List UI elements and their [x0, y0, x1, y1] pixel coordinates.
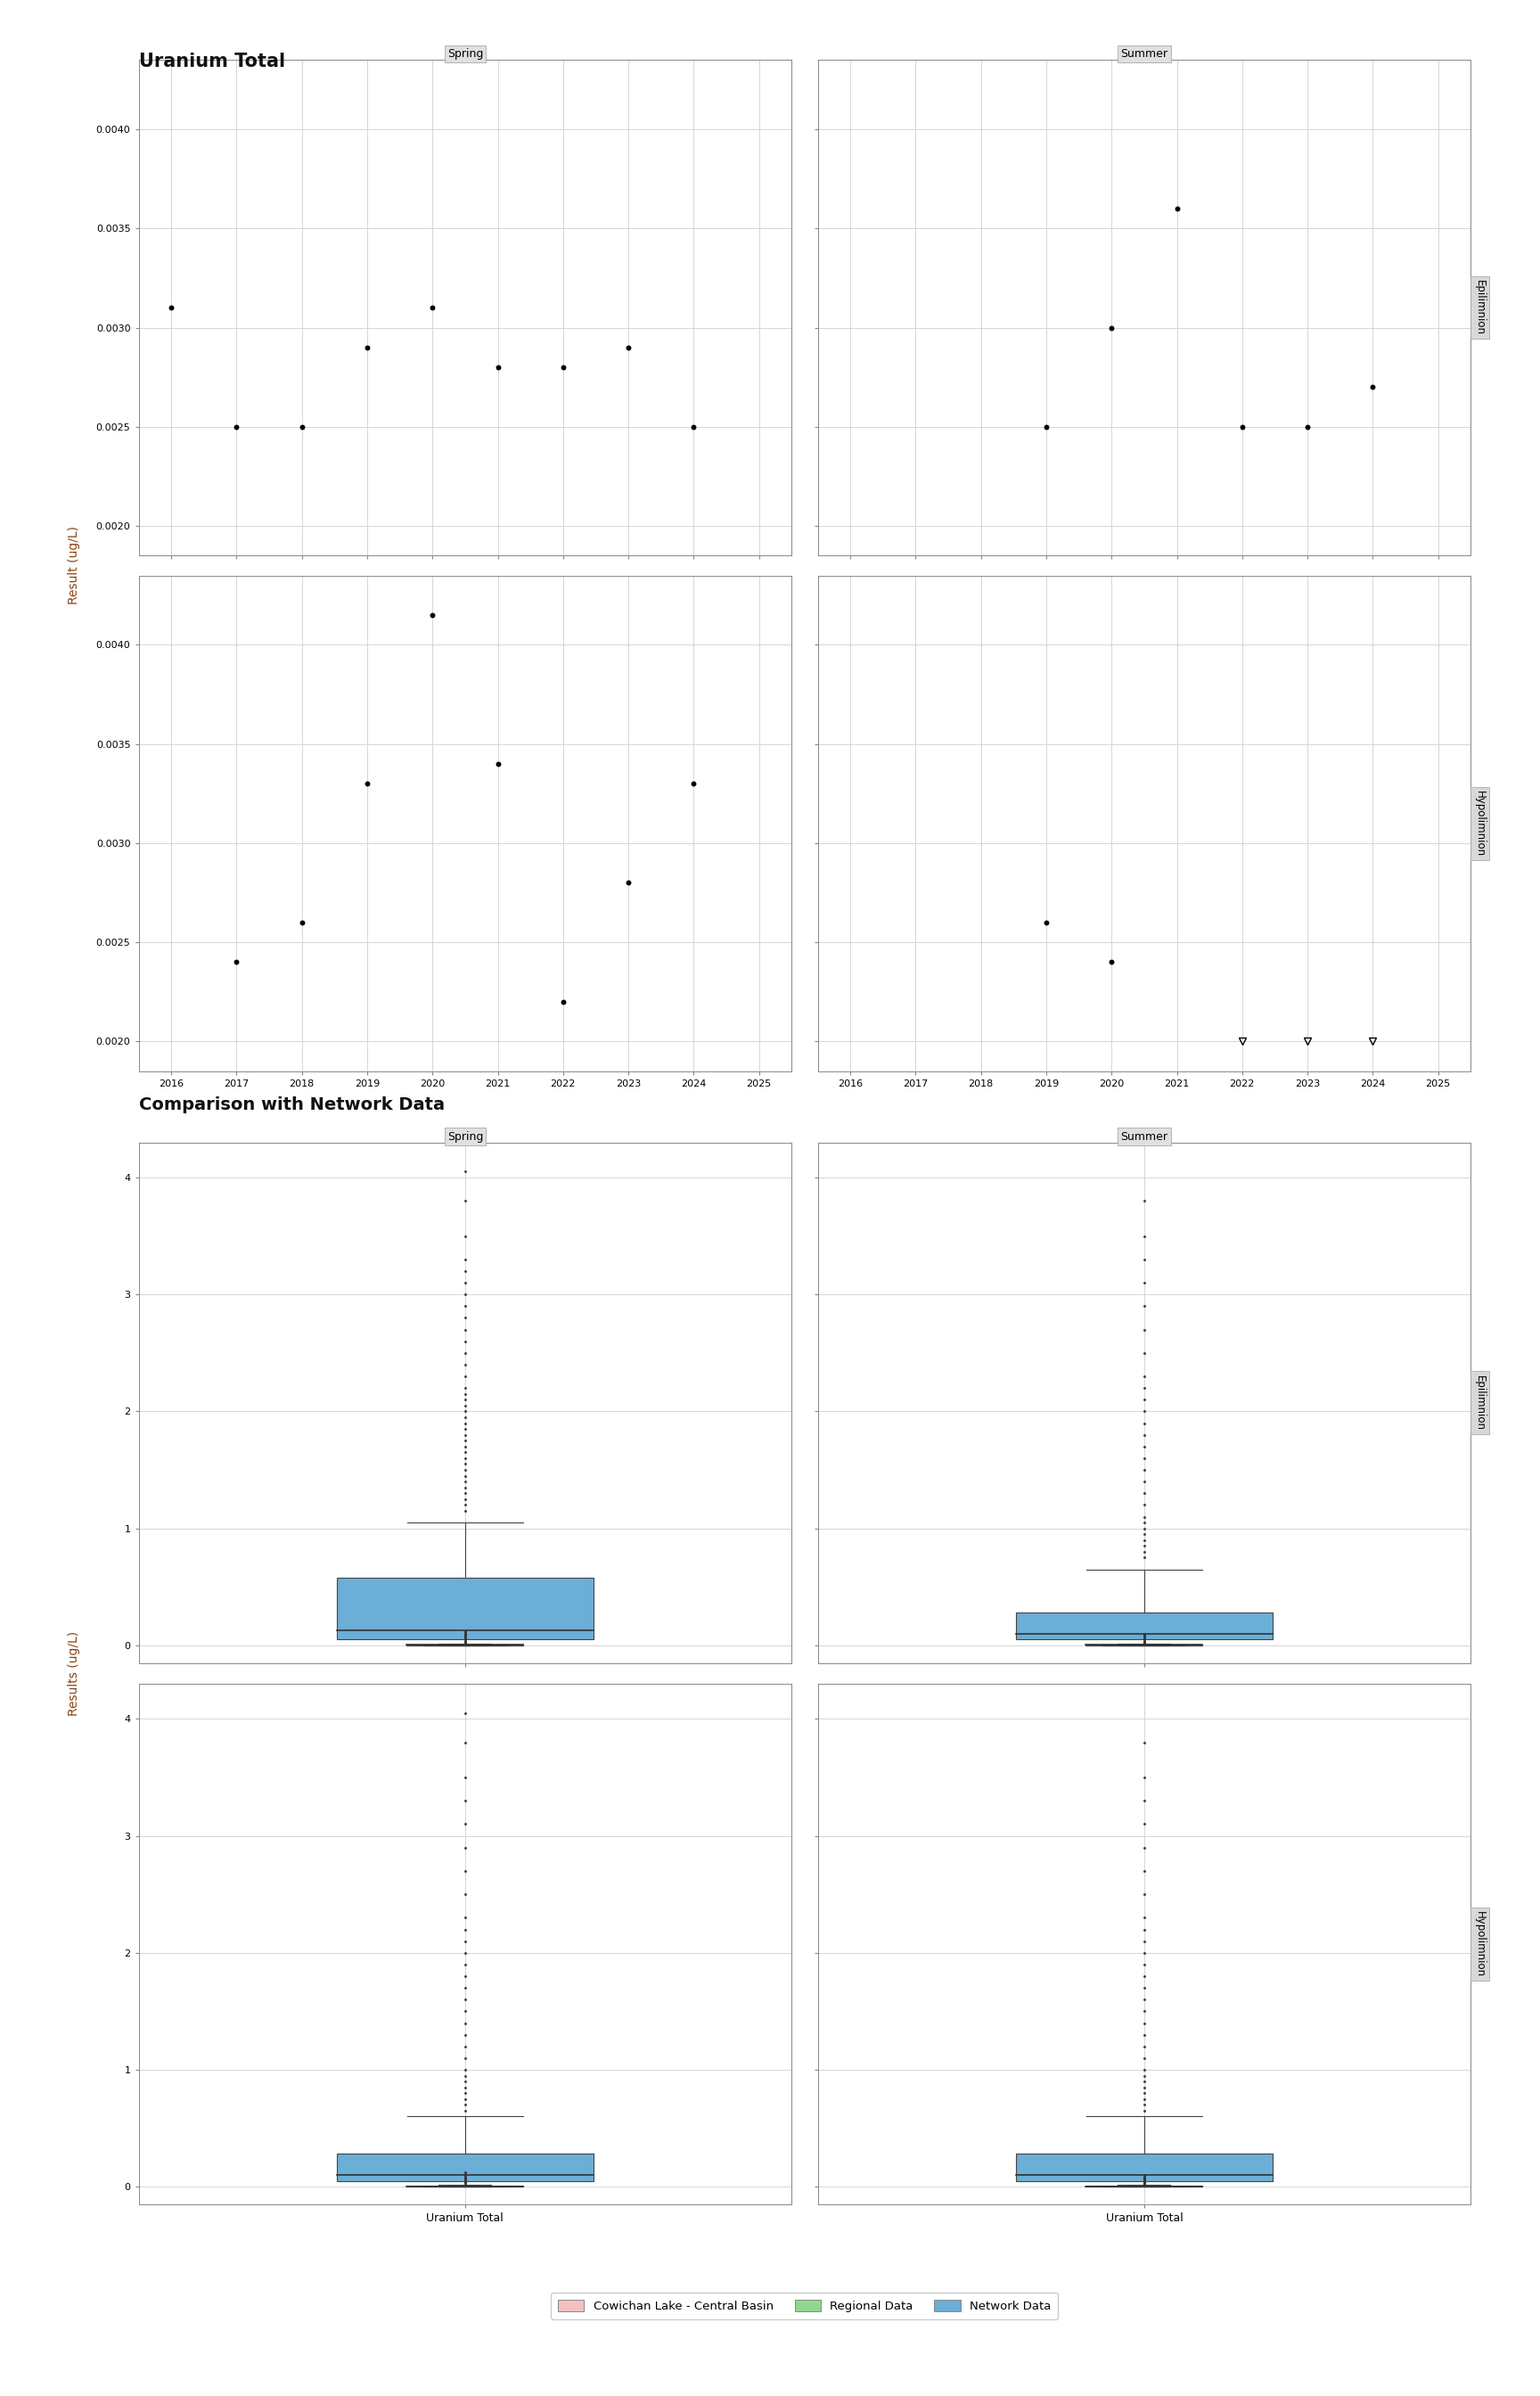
Point [1295, 407, 1320, 446]
Point [1164, 189, 1189, 228]
Bar [1016, 1613, 1272, 1639]
Bar [1016, 2154, 1272, 2180]
Point [354, 764, 379, 803]
Title: Summer: Summer [1121, 48, 1167, 60]
Point [681, 764, 705, 803]
Bar [337, 2154, 593, 2180]
Point [159, 288, 183, 326]
Title: Spring: Spring [447, 48, 484, 60]
Point [1230, 407, 1255, 446]
Bar [337, 1577, 593, 1639]
Point [420, 288, 445, 326]
Point [225, 407, 249, 446]
Legend: Cowichan Lake - Central Basin, Regional Data, Network Data: Cowichan Lake - Central Basin, Regional … [551, 2293, 1058, 2319]
Point [1360, 369, 1384, 407]
Point [551, 347, 576, 386]
Point [290, 903, 314, 942]
Point [354, 328, 379, 367]
Point [290, 407, 314, 446]
Text: Uranium Total: Uranium Total [139, 53, 285, 69]
Point [616, 328, 641, 367]
Text: Comparison with Network Data: Comparison with Network Data [139, 1097, 445, 1114]
Point [485, 745, 510, 783]
Point [1100, 309, 1124, 347]
Text: Hypolimnion: Hypolimnion [1474, 1912, 1486, 1977]
Point [616, 863, 641, 901]
Point [1033, 903, 1058, 942]
Text: Hypolimnion: Hypolimnion [1474, 791, 1486, 855]
Point [420, 597, 445, 635]
Title: Spring: Spring [447, 1131, 484, 1143]
Text: Result (ug/L): Result (ug/L) [68, 527, 80, 604]
Text: Epilimnion: Epilimnion [1474, 280, 1486, 335]
Point [551, 982, 576, 1021]
Point [485, 347, 510, 386]
Text: Results (ug/L): Results (ug/L) [68, 1632, 80, 1716]
Point [1033, 407, 1058, 446]
Point [1100, 944, 1124, 982]
Point [225, 944, 249, 982]
Text: Epilimnion: Epilimnion [1474, 1375, 1486, 1430]
Title: Summer: Summer [1121, 1131, 1167, 1143]
Point [681, 407, 705, 446]
